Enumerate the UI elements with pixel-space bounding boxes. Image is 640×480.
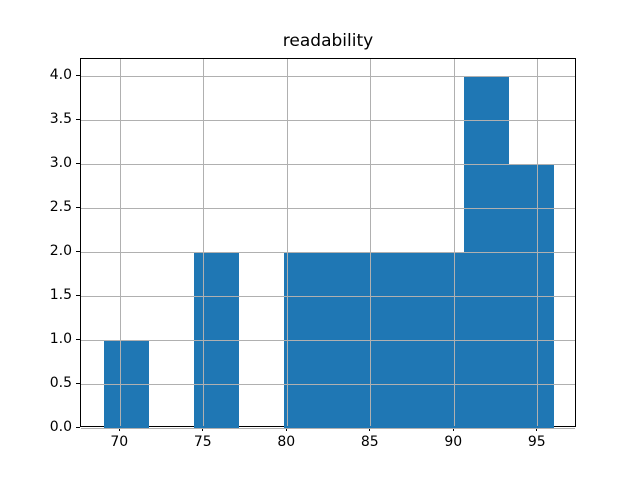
y-tick-label: 1.5 bbox=[49, 287, 72, 304]
gridline-horizontal bbox=[81, 75, 575, 77]
y-tick-mark bbox=[76, 294, 80, 296]
y-tick-mark bbox=[76, 162, 80, 164]
x-tick-label: 75 bbox=[193, 434, 212, 451]
plot-area bbox=[80, 57, 576, 429]
x-tick-label: 95 bbox=[527, 434, 546, 451]
y-tick-mark bbox=[76, 206, 80, 208]
y-tick-label: 2.0 bbox=[49, 243, 72, 260]
gridline-horizontal bbox=[81, 163, 575, 165]
y-tick-mark bbox=[76, 426, 80, 428]
x-tick-mark bbox=[285, 427, 287, 432]
gridline-vertical bbox=[286, 58, 288, 427]
y-tick-label: 2.5 bbox=[49, 199, 72, 216]
gridline-horizontal bbox=[81, 295, 575, 297]
y-tick-label: 0.0 bbox=[49, 419, 72, 436]
y-tick-label: 3.0 bbox=[49, 155, 72, 172]
x-tick-label: 90 bbox=[444, 434, 463, 451]
gridline-vertical bbox=[453, 58, 455, 427]
x-tick-mark bbox=[452, 427, 454, 432]
x-tick-mark bbox=[369, 427, 371, 432]
y-tick-label: 0.5 bbox=[49, 375, 72, 392]
x-tick-mark bbox=[118, 427, 120, 432]
gridline-vertical bbox=[537, 58, 539, 427]
gridline-horizontal bbox=[81, 383, 575, 385]
gridline-vertical bbox=[119, 58, 121, 427]
gridline-horizontal bbox=[81, 339, 575, 341]
y-tick-mark bbox=[76, 74, 80, 76]
y-tick-mark bbox=[76, 382, 80, 384]
y-tick-mark bbox=[76, 338, 80, 340]
chart-title: readability bbox=[282, 31, 374, 51]
grid-layer bbox=[81, 58, 575, 429]
x-tick-label: 70 bbox=[110, 434, 129, 451]
gridline-vertical bbox=[370, 58, 372, 427]
x-tick-mark bbox=[202, 427, 204, 432]
gridline-horizontal bbox=[81, 427, 575, 429]
x-tick-label: 80 bbox=[277, 434, 296, 451]
y-tick-label: 4.0 bbox=[49, 67, 72, 84]
y-tick-label: 1.0 bbox=[49, 331, 72, 348]
gridline-horizontal bbox=[81, 251, 575, 253]
y-tick-mark bbox=[76, 250, 80, 252]
x-tick-mark bbox=[536, 427, 538, 432]
y-tick-label: 3.5 bbox=[49, 111, 72, 128]
gridline-horizontal bbox=[81, 119, 575, 121]
y-tick-mark bbox=[76, 118, 80, 120]
x-tick-label: 85 bbox=[360, 434, 379, 451]
gridline-vertical bbox=[203, 58, 205, 427]
gridline-horizontal bbox=[81, 207, 575, 209]
